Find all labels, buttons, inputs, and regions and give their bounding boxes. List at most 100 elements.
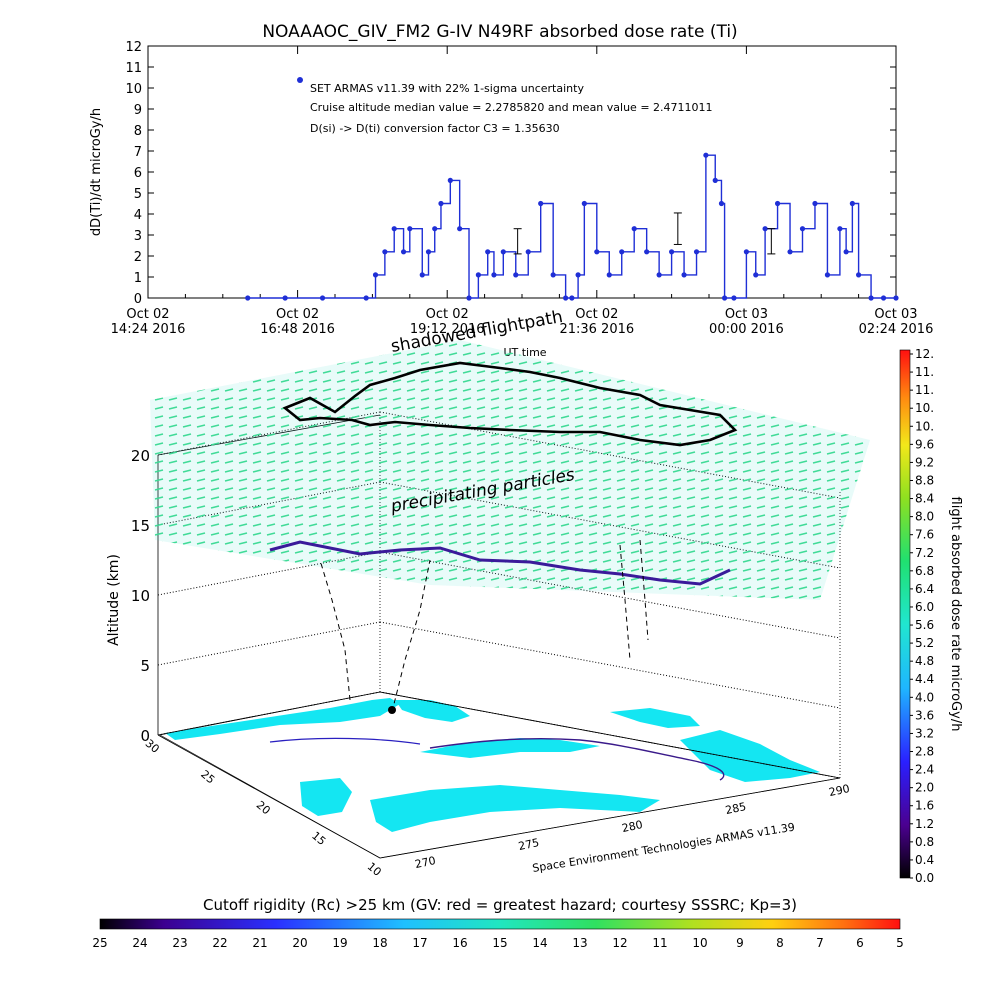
x-tick-label-time: 19:12 2016 xyxy=(410,322,485,337)
y-tick-label: 6 xyxy=(134,166,142,181)
colorbar-tick-label: 6.0 xyxy=(915,600,934,614)
colorbar-tick-label: 5.2 xyxy=(915,636,934,650)
data-point xyxy=(400,249,407,255)
data-point xyxy=(721,295,728,301)
y-tick-label: 10 xyxy=(125,82,142,97)
data-point xyxy=(712,177,718,183)
legend-line-2: Cruise altitude median value = 2.2785820… xyxy=(310,101,713,114)
y-tick-label: 11 xyxy=(125,61,142,76)
altitude-tick-label: 20 xyxy=(131,447,150,465)
data-point xyxy=(774,200,781,207)
y-tick-label: 9 xyxy=(134,103,142,118)
dose-rate-colorbar xyxy=(899,349,911,879)
cutoff-rigidity-tick-label: 22 xyxy=(212,936,227,950)
colorbar-tick-label: 3.6 xyxy=(915,708,934,722)
cutoff-rigidity-tick-label: 14 xyxy=(532,936,547,950)
series-line xyxy=(247,154,896,299)
data-point xyxy=(893,295,899,301)
altitude-tick-label: 15 xyxy=(131,517,150,535)
colorbar-tick-label: 10. xyxy=(915,401,934,415)
data-point xyxy=(525,249,531,255)
colorbar-label: flight absorbed dose rate microGy/h xyxy=(948,497,963,732)
data-point xyxy=(843,249,849,255)
colorbar-tick-label: 5.6 xyxy=(915,618,934,632)
longitude-tick-label: 275 xyxy=(517,836,540,853)
legend-line-3: D(si) -> D(ti) conversion factor C3 = 1.… xyxy=(310,122,560,135)
cutoff-rigidity-tick-label: 9 xyxy=(736,936,744,950)
colorbar-tick-label: 1.6 xyxy=(915,799,934,813)
x-tick-label-date: Oct 03 xyxy=(725,307,768,322)
airport-marker xyxy=(388,706,396,714)
data-point xyxy=(594,249,600,255)
data-point xyxy=(382,249,388,255)
data-point xyxy=(538,200,544,207)
legend-marker xyxy=(297,77,303,83)
y-axis-label: dD(Ti)/dt microGy/h xyxy=(89,108,104,236)
cutoff-rigidity-tick-label: 23 xyxy=(172,936,187,950)
colorbar-tick-label: 0.8 xyxy=(915,835,934,849)
data-point xyxy=(880,295,887,301)
y-tick-label: 4 xyxy=(134,208,142,223)
latitude-tick-label: 25 xyxy=(198,768,217,787)
data-point xyxy=(868,295,874,301)
data-point xyxy=(447,177,453,183)
cutoff-rigidity-tick-label: 11 xyxy=(652,936,667,950)
data-point xyxy=(575,272,581,278)
longitude-tick-label: 285 xyxy=(724,800,747,817)
altitude-tick-label: 5 xyxy=(140,657,150,675)
colorbar-tick-label: 8.0 xyxy=(915,510,934,524)
x-tick-label-date: Oct 03 xyxy=(874,307,917,322)
cutoff-rigidity-tick-label: 24 xyxy=(132,936,147,950)
cutoff-rigidity-colorbar-panel: 25 24 23 22 21 20 19 18 17 16 15 14 13 12 11 10 9 8 7 6 5 xyxy=(92,918,904,950)
data-point xyxy=(438,200,444,207)
data-point xyxy=(606,272,612,278)
colorbar-tick-label: 9.2 xyxy=(915,455,934,469)
cutoff-rigidity-tick-label: 6 xyxy=(856,936,864,950)
flight-track xyxy=(269,540,731,586)
legend-line-1: SET ARMAS v11.39 with 22% 1-sigma uncert… xyxy=(310,82,584,95)
x-tick-label-time: 21:36 2016 xyxy=(559,322,634,337)
colorbar-tick-label: 0.4 xyxy=(915,853,934,867)
colorbar-tick-label: 2.8 xyxy=(915,745,934,759)
x-tick-label-date: Oct 02 xyxy=(276,307,319,322)
x-tick-label-date: Oct 02 xyxy=(426,307,469,322)
cutoff-rigidity-tick-label: 5 xyxy=(896,936,904,950)
cutoff-rigidity-tick-label: 16 xyxy=(452,936,467,950)
latitude-tick-label: 20 xyxy=(254,798,273,817)
colorbar-tick-label: 7.2 xyxy=(915,546,934,560)
data-point xyxy=(669,249,675,255)
latitude-tick-label: 15 xyxy=(309,829,328,848)
data-point xyxy=(619,249,625,255)
colorbar-tick-label: 9.6 xyxy=(915,437,934,451)
x-tick-label-time: 16:48 2016 xyxy=(260,322,335,337)
data-point xyxy=(513,272,519,278)
data-point xyxy=(425,249,432,255)
data-point xyxy=(319,295,326,301)
data-point xyxy=(656,272,662,278)
colorbar-tick-label: 7.6 xyxy=(915,528,934,542)
colorbar-tick-label: 1.2 xyxy=(915,817,934,831)
data-point xyxy=(693,249,700,255)
longitude-tick-label: 290 xyxy=(828,782,851,799)
altitude-tick-label: 0 xyxy=(140,727,150,745)
data-point xyxy=(856,272,862,278)
data-point xyxy=(485,249,491,255)
colorbar-tick-label: 10. xyxy=(915,419,934,433)
cutoff-rigidity-tick-label: 7 xyxy=(816,936,824,950)
chart-title: NOAAAOC_GIV_FM2 G-IV N49RF absorbed dose… xyxy=(262,22,738,42)
data-point xyxy=(849,200,855,207)
data-point xyxy=(731,295,737,301)
x-tick-label-time: 14:24 2016 xyxy=(111,322,186,337)
x-tick-label-date: Oct 02 xyxy=(126,307,169,322)
data-point xyxy=(419,272,425,278)
data-point xyxy=(282,295,288,301)
data-point xyxy=(391,226,397,232)
y-tick-label: 7 xyxy=(134,145,142,160)
data-point xyxy=(563,295,569,301)
cutoff-rigidity-tick-label: 17 xyxy=(412,936,427,950)
colorbar-tick-label: 2.4 xyxy=(915,763,934,777)
armas-credit: Space Environment Technologies ARMAS v11… xyxy=(531,821,795,875)
colorbar-tick-label: 6.4 xyxy=(915,582,934,596)
